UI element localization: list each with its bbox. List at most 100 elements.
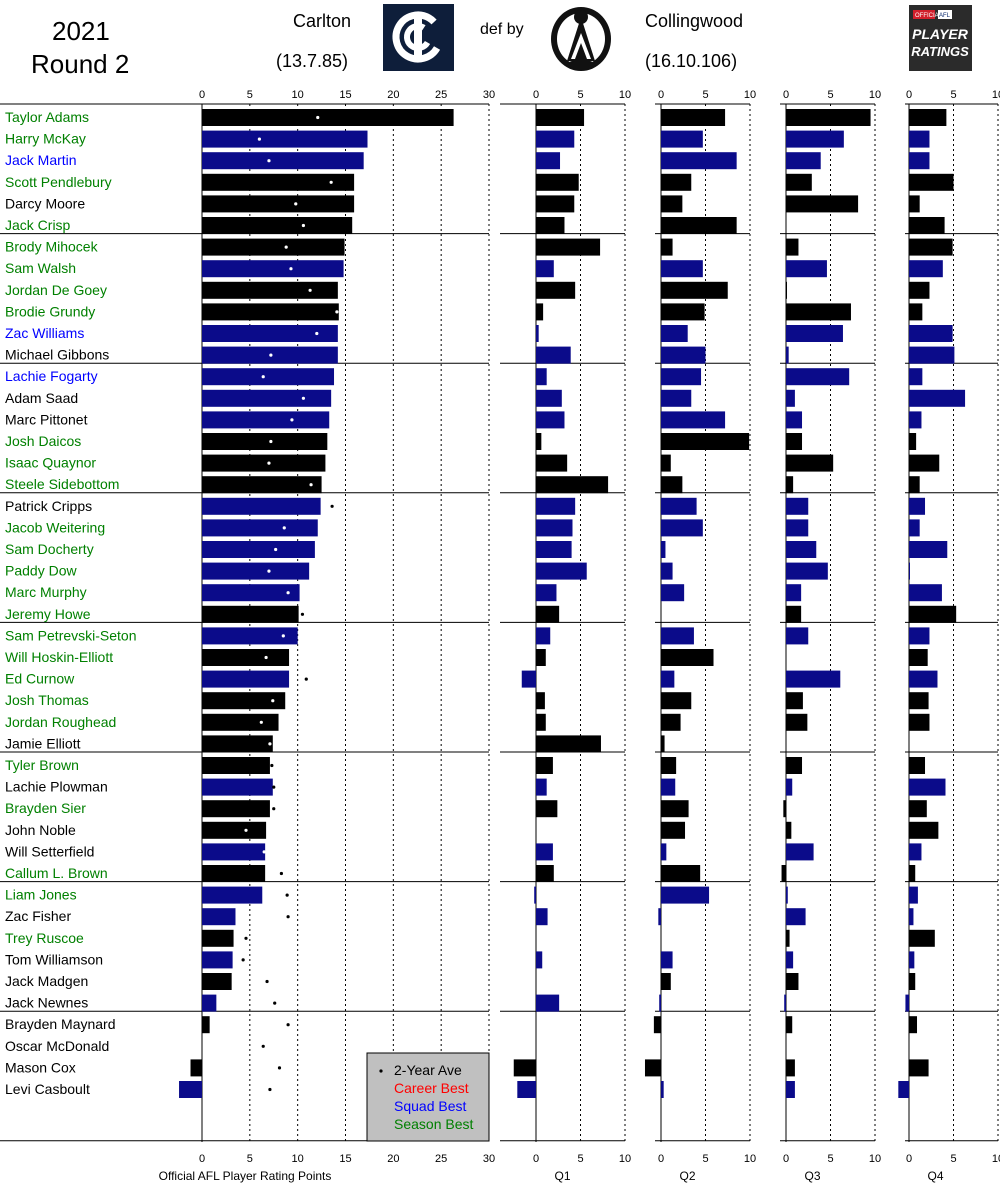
- total-bar: [179, 1081, 202, 1098]
- quarter-bar: [786, 281, 787, 299]
- quarter-bar: [536, 454, 568, 472]
- quarter-bar: [909, 281, 930, 299]
- average-dot: [285, 893, 289, 897]
- quarter-bar: [909, 1016, 918, 1034]
- quarter-bar: [536, 519, 573, 537]
- quarter-bar: [661, 260, 703, 278]
- player-row: Jordan De Goey: [5, 281, 930, 299]
- quarter-bar: [661, 281, 728, 299]
- player-name: Darcy Moore: [5, 195, 85, 211]
- quarter-bar: [786, 519, 809, 537]
- player-row: Jack Newnes: [5, 994, 909, 1012]
- total-bar: [202, 649, 290, 666]
- average-dot: [261, 375, 265, 379]
- quarter-bar: [909, 627, 930, 645]
- quarter-tick-label-bottom: 5: [827, 1153, 833, 1165]
- quarter-bar: [905, 994, 909, 1012]
- quarter-bar: [909, 541, 948, 558]
- legend-item: Season Best: [394, 1116, 473, 1132]
- total-bar: [202, 778, 273, 796]
- player-name: Zac Williams: [5, 325, 84, 341]
- average-dot: [289, 267, 293, 271]
- quarter-bar: [909, 605, 957, 623]
- total-bar: [202, 908, 236, 926]
- quarter-bar: [786, 1016, 793, 1034]
- player-row: Harry McKay: [5, 130, 930, 148]
- average-dot: [290, 418, 294, 422]
- player-row: Lachie Fogarty: [5, 368, 923, 386]
- total-bar: [202, 173, 355, 191]
- main-total-panel: 0 0 5 5 10 10 15 15 20 20 25 25 30 30 Official AFL Pla…: [159, 89, 496, 1183]
- quarter-bar: [661, 649, 714, 666]
- player-row: Sam Docherty: [5, 541, 948, 558]
- quarter-bar: [536, 368, 547, 386]
- average-dot: [269, 353, 273, 357]
- quarter-bar: [661, 454, 671, 472]
- player-name: Sam Docherty: [5, 541, 94, 557]
- player-row: Steele Sidebottom: [5, 476, 920, 494]
- quarter-bar: [536, 757, 553, 774]
- total-bar: [202, 497, 321, 515]
- quarter-bar: [536, 411, 565, 429]
- season-title: 2021: [52, 16, 110, 46]
- quarter-bar: [909, 584, 942, 602]
- quarter-bar: [786, 195, 859, 213]
- player-name: Will Hoskin-Elliott: [5, 649, 113, 665]
- quarter-bar: [536, 152, 561, 170]
- away-team-logo: [551, 7, 611, 71]
- quarter-tick-label-top: 0: [658, 89, 664, 101]
- player-row: Lachie Plowman: [5, 778, 946, 796]
- quarter-tick-label-bottom: 0: [658, 1153, 664, 1165]
- quarter-bar: [536, 476, 609, 494]
- main-tick-label-bottom: 5: [247, 1153, 253, 1165]
- quarter-bar: [536, 994, 560, 1012]
- legend-item: Career Best: [394, 1080, 469, 1096]
- legend-dot: [379, 1069, 383, 1073]
- quarter-bar: [786, 303, 851, 321]
- quarter-bar: [786, 173, 812, 191]
- player-name: Harry McKay: [5, 131, 86, 147]
- quarter-bar: [783, 800, 786, 818]
- quarter-bar: [661, 584, 685, 602]
- quarter-bar: [661, 541, 666, 558]
- quarter-bar: [661, 627, 694, 645]
- quarter-bar: [661, 821, 686, 839]
- total-bar: [202, 562, 310, 580]
- player-row: Ed Curnow: [5, 670, 938, 688]
- player-name: Jack Newnes: [5, 995, 88, 1011]
- average-dot: [267, 569, 271, 573]
- quarter-bar: [909, 389, 966, 407]
- player-name: Jeremy Howe: [5, 606, 91, 622]
- total-bar: [202, 411, 330, 429]
- player-name: Jack Madgen: [5, 973, 88, 989]
- player-name: Oscar McDonald: [5, 1038, 109, 1054]
- average-dot: [265, 979, 269, 984]
- quarter-bar: [786, 908, 806, 926]
- player-name: Steele Sidebottom: [5, 476, 119, 492]
- player-row: Sam Walsh: [5, 260, 943, 278]
- total-bar: [202, 843, 266, 861]
- player-name: Josh Thomas: [5, 692, 89, 708]
- player-row: Mason Cox: [5, 1059, 929, 1077]
- player-name: Mason Cox: [5, 1059, 76, 1075]
- player-row: Adam Saad: [5, 389, 966, 407]
- legend: 2-Year Ave Career Best Squad Best Season Be…: [366, 1052, 490, 1142]
- player-name: Tyler Brown: [5, 757, 79, 773]
- quarter-bar: [653, 1016, 661, 1034]
- quarter-bar: [909, 821, 939, 839]
- total-bar: [202, 476, 322, 494]
- total-bar: [202, 605, 299, 623]
- average-dot: [274, 547, 278, 552]
- main-tick-label-top: 10: [292, 89, 304, 101]
- quarter-bar: [909, 692, 929, 710]
- quarter-bar: [661, 195, 683, 213]
- svg-text:OFFICIAL: OFFICIAL: [915, 13, 943, 19]
- svg-text:AFL: AFL: [939, 13, 951, 19]
- player-ratings-logo: OFFICIAL AFL PLAYER RATINGS: [909, 5, 972, 71]
- quarter-tick-label-bottom: 5: [702, 1153, 708, 1165]
- player-row: Brayden Sier: [5, 800, 927, 818]
- average-dot: [294, 202, 298, 206]
- average-dot: [272, 807, 276, 811]
- quarter-bar: [661, 346, 706, 364]
